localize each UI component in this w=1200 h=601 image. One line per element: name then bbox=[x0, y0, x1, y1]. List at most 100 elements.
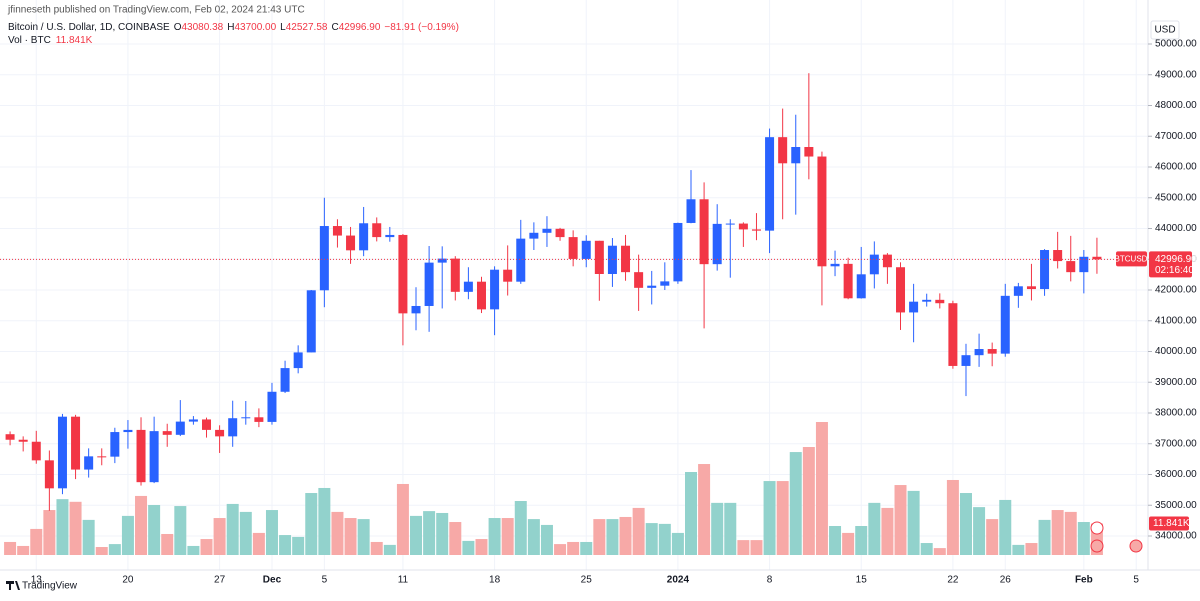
volume-bar bbox=[580, 541, 593, 555]
volume-bar bbox=[200, 539, 213, 555]
volume-bar bbox=[305, 493, 318, 555]
ohlc-key: H bbox=[227, 22, 234, 33]
y-tick-label: 38000.00 bbox=[1155, 408, 1197, 419]
candle-body bbox=[476, 281, 486, 310]
volume-bar bbox=[711, 502, 724, 555]
volume-bar bbox=[331, 511, 344, 555]
volume-bar bbox=[501, 518, 514, 555]
flag-icon[interactable] bbox=[1129, 539, 1143, 553]
x-tick-label: 5 bbox=[322, 575, 328, 586]
x-tick-label: 27 bbox=[214, 575, 226, 586]
volume-bar bbox=[226, 503, 239, 555]
volume-bar bbox=[684, 472, 697, 555]
y-tick-label: 42000.00 bbox=[1155, 285, 1197, 296]
candle-body bbox=[896, 267, 906, 313]
candle-body bbox=[817, 156, 827, 267]
axes: 34000.00 35000.00 36000.00 37000.00 38000.00… bbox=[31, 39, 1197, 586]
candle-body bbox=[529, 232, 539, 239]
volume-bar bbox=[148, 504, 161, 555]
volume-bar bbox=[252, 532, 265, 555]
candle-body bbox=[568, 237, 578, 259]
candle-body bbox=[516, 238, 526, 282]
symbol: Bitcoin / U.S. Dollar, 1D, COINBASE bbox=[8, 22, 170, 33]
x-tick-label: 26 bbox=[1000, 575, 1012, 586]
candle-body bbox=[804, 147, 814, 157]
change: −81.91 (−0.19%) bbox=[384, 22, 459, 33]
volume-bar bbox=[514, 501, 527, 555]
candle-body bbox=[765, 137, 775, 231]
y-tick-label: 50000.00 bbox=[1155, 39, 1197, 50]
volume-bar bbox=[920, 543, 933, 555]
candle-body bbox=[136, 429, 146, 483]
candle-body bbox=[581, 240, 591, 259]
candle-body bbox=[712, 223, 722, 265]
volume-bar bbox=[423, 511, 436, 555]
volume-bar bbox=[279, 535, 292, 555]
candle-body bbox=[31, 441, 41, 461]
volume-bar bbox=[894, 485, 907, 555]
volume-bar bbox=[43, 510, 56, 555]
volume-bar bbox=[619, 516, 632, 555]
brand[interactable]: TradingView bbox=[22, 581, 78, 592]
volume-bar bbox=[802, 447, 815, 555]
volume-tag bbox=[1149, 516, 1189, 531]
y-tick-label: 46000.00 bbox=[1155, 162, 1197, 173]
volume-bar bbox=[986, 519, 999, 555]
volume-bar bbox=[82, 519, 95, 555]
candle-body bbox=[1000, 295, 1010, 354]
volume-bar bbox=[56, 499, 69, 555]
candle-body bbox=[909, 301, 919, 313]
volume-bar bbox=[1012, 544, 1025, 555]
y-tick-label: 48000.00 bbox=[1155, 100, 1197, 111]
candle-body bbox=[398, 234, 408, 314]
volume-bar bbox=[855, 526, 868, 555]
volume-bar bbox=[161, 533, 174, 555]
volume-bar bbox=[763, 481, 776, 555]
candle-body bbox=[607, 245, 617, 274]
symbol-tag-text: BTCUSD bbox=[1115, 254, 1148, 263]
currency[interactable]: USD bbox=[1154, 25, 1175, 36]
candle-body bbox=[306, 290, 316, 353]
candle-body bbox=[359, 223, 369, 251]
candle-body bbox=[57, 416, 67, 489]
candle-body bbox=[621, 245, 631, 273]
ohlc-value: 42527.58 bbox=[286, 22, 328, 33]
volume-bar bbox=[829, 526, 842, 555]
x-tick-label: Dec bbox=[263, 575, 282, 586]
volume-bar bbox=[776, 481, 789, 555]
y-tick-label: 39000.00 bbox=[1155, 377, 1197, 388]
volume-bar bbox=[383, 544, 396, 555]
volume-bar bbox=[606, 519, 619, 555]
candle-body bbox=[1040, 250, 1050, 290]
volume-bar bbox=[698, 464, 711, 555]
candle-body bbox=[411, 305, 421, 314]
ohlc-value: 43080.38 bbox=[182, 22, 224, 33]
candle-body bbox=[450, 258, 460, 292]
event-icon[interactable] bbox=[1090, 521, 1104, 535]
volume-bar bbox=[318, 487, 331, 555]
volume-bar bbox=[488, 518, 501, 555]
volume-bar bbox=[907, 490, 920, 555]
y-tick-label: 40000.00 bbox=[1155, 346, 1197, 357]
candle-body bbox=[660, 281, 670, 286]
y-tick-label: 41000.00 bbox=[1155, 315, 1197, 326]
currency-box[interactable] bbox=[1150, 20, 1180, 40]
candle-body bbox=[18, 439, 28, 442]
x-tick-label: 18 bbox=[489, 575, 501, 586]
volume-bar bbox=[959, 493, 972, 555]
volume-bar bbox=[436, 512, 449, 555]
candle-body bbox=[228, 418, 238, 437]
candle-body bbox=[437, 258, 447, 263]
candle-body bbox=[778, 137, 788, 164]
candle-body bbox=[1053, 250, 1063, 262]
x-tick-label: 13 bbox=[31, 575, 43, 586]
flag-icon[interactable] bbox=[1090, 539, 1104, 553]
candle-body bbox=[869, 254, 879, 275]
candle-body bbox=[123, 429, 133, 433]
candle-body bbox=[162, 431, 172, 435]
volume-bar bbox=[868, 502, 881, 555]
candle-body bbox=[961, 355, 971, 366]
x-tick-label: Feb bbox=[1075, 575, 1093, 586]
volume-bar bbox=[1064, 511, 1077, 555]
